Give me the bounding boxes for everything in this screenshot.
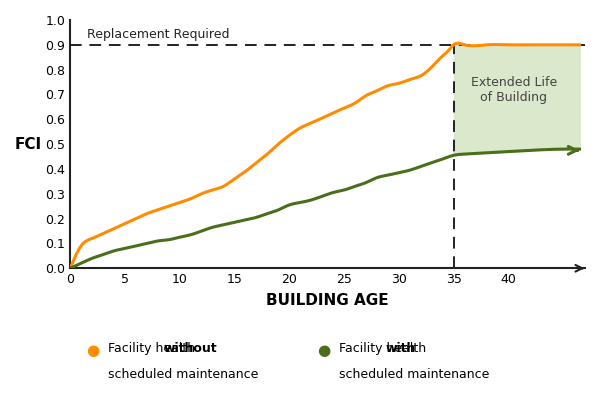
Text: Replacement Required: Replacement Required xyxy=(86,28,229,41)
Text: without: without xyxy=(163,342,217,355)
Text: with: with xyxy=(386,342,416,355)
X-axis label: BUILDING AGE: BUILDING AGE xyxy=(266,293,389,308)
Text: ●: ● xyxy=(86,343,100,358)
Text: scheduled maintenance: scheduled maintenance xyxy=(108,368,259,381)
Text: Facility health: Facility health xyxy=(339,342,430,355)
Y-axis label: FCI: FCI xyxy=(15,137,42,152)
Text: Extended Life
of Building: Extended Life of Building xyxy=(470,76,557,104)
Text: Facility health: Facility health xyxy=(108,342,199,355)
Text: scheduled maintenance: scheduled maintenance xyxy=(339,368,490,381)
Text: ●: ● xyxy=(317,343,331,358)
